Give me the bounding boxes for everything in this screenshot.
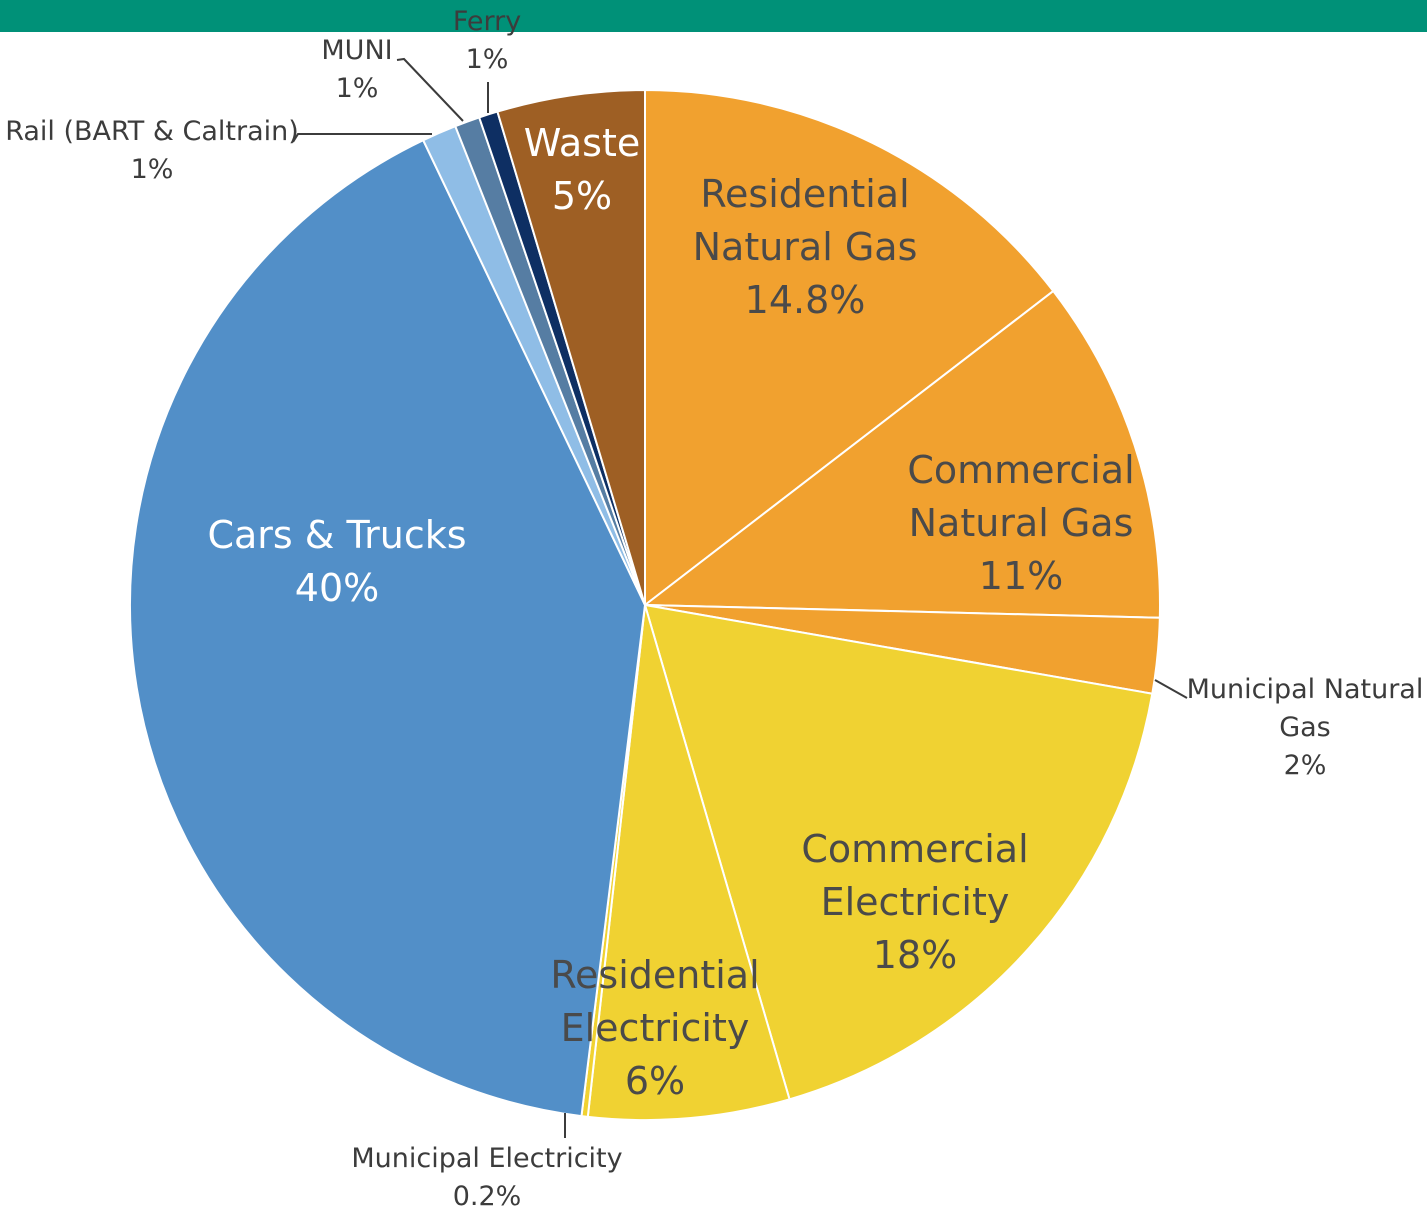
value-label: 18% [873,933,957,977]
value-label: 14.8% [745,278,866,322]
label-text: Electricity [821,880,1010,924]
label-text: Cars & Trucks [207,513,466,557]
label-text: Ferry [453,6,521,37]
slice-commercial-natural-gas [642,289,1161,619]
value-label: 1% [336,73,379,104]
label-text: Rail (BART & Caltrain) [5,116,299,147]
label-residential-natural-gas: Residential Natural Gas 14.8% [693,172,918,322]
label-text: Natural Gas [909,501,1134,545]
leader-lines [292,57,1188,1138]
slice-labels: Residential Natural Gas 14.8% Commercial Nat… [5,6,1423,1209]
pie-slices [128,88,1161,1121]
label-text: Commercial [801,827,1028,871]
value-label: 6% [625,1059,685,1103]
slice-waste [496,88,646,606]
label-cars-trucks: Cars & Trucks 40% [207,513,466,610]
label-text: Commercial [907,448,1134,492]
label-waste: Waste 5% [524,121,641,218]
leader-muni [396,57,464,122]
slice-commercial-electricity [643,603,1154,1101]
label-municipal-natural-gas: Municipal Natural Gas 2% [1187,674,1424,781]
header-band [0,0,1427,32]
leader-municipal-natural-gas [1154,679,1188,699]
label-municipal-electricity: Municipal Electricity 0.2% [351,1143,622,1209]
label-text: MUNI [321,35,392,66]
label-muni: MUNI 1% [321,35,392,104]
value-label: 40% [295,566,379,610]
label-commercial-electricity: Commercial Electricity 18% [801,827,1028,977]
label-residential-electricity: Residential Electricity 6% [550,953,759,1103]
value-label: 11% [979,554,1063,598]
label-text: Municipal Electricity [351,1143,622,1174]
slice-residential-electricity [586,604,791,1121]
label-text: Natural Gas [693,225,918,269]
label-ferry: Ferry 1% [453,6,521,75]
label-commercial-natural-gas: Commercial Natural Gas 11% [907,448,1134,598]
label-text: Residential [700,172,909,216]
label-rail-bart-caltrain: Rail (BART & Caltrain) 1% [5,116,299,185]
label-text: Residential [550,953,759,997]
slice-residential-natural-gas [644,88,1055,608]
label-text: Municipal Natural [1187,674,1424,705]
value-label: 1% [466,44,509,75]
value-label: 1% [131,154,174,185]
value-label: 0.2% [453,1181,522,1209]
value-label: 5% [552,174,612,218]
slice-cars-trucks [128,138,647,1118]
value-label: 2% [1284,750,1327,781]
label-text: Electricity [561,1006,750,1050]
leader-rail-bart-caltrain [292,133,432,143]
label-text: Gas [1279,712,1331,743]
label-text: Waste [524,121,641,165]
